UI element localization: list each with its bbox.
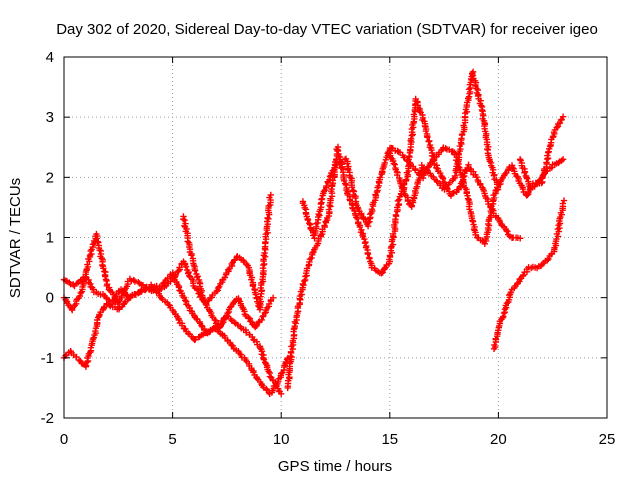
plot-frame: [63, 56, 608, 419]
series-track-7: [386, 68, 502, 210]
x-tick-label: 5: [168, 431, 176, 448]
x-tick-label: 0: [60, 431, 68, 448]
x-tick-label: 10: [273, 431, 290, 448]
series-track-3: [60, 191, 274, 314]
grid: [64, 57, 607, 418]
series-points: [490, 197, 568, 353]
series-track-8: [490, 197, 568, 353]
y-tick-label: -2: [41, 410, 54, 427]
x-tick-label: 20: [490, 431, 507, 448]
series-track-5: [284, 95, 524, 392]
data-marks: [60, 68, 568, 397]
series-track-6: [299, 144, 531, 247]
y-axis-label: SDTVAR / TECUs: [7, 178, 24, 298]
y-tick-label: -1: [41, 350, 54, 367]
series-points: [60, 191, 274, 314]
series-points: [60, 281, 285, 397]
series-points: [516, 156, 567, 193]
series-points: [284, 95, 524, 392]
x-axis-label: GPS time / hours: [278, 458, 392, 475]
x-tick-label: 25: [599, 431, 616, 448]
series-points: [180, 213, 277, 331]
y-tick-label: 2: [46, 169, 54, 186]
series-points: [386, 68, 502, 210]
y-ticks: -2 -1 0 1 2 3 4: [41, 49, 607, 427]
series-track-10: [516, 156, 567, 193]
y-tick-label: 1: [46, 230, 54, 247]
series-track-4: [180, 213, 277, 331]
chart-title: Day 302 of 2020, Sidereal Day-to-day VTE…: [56, 21, 598, 38]
x-ticks: 0 5 10 15 20 25: [60, 57, 616, 448]
y-tick-label: 3: [46, 109, 54, 126]
y-tick-label: 0: [46, 290, 54, 307]
y-tick-label: 4: [46, 49, 54, 66]
series-points: [299, 144, 531, 247]
x-tick-label: 15: [381, 431, 398, 448]
series-track-2: [60, 281, 285, 397]
